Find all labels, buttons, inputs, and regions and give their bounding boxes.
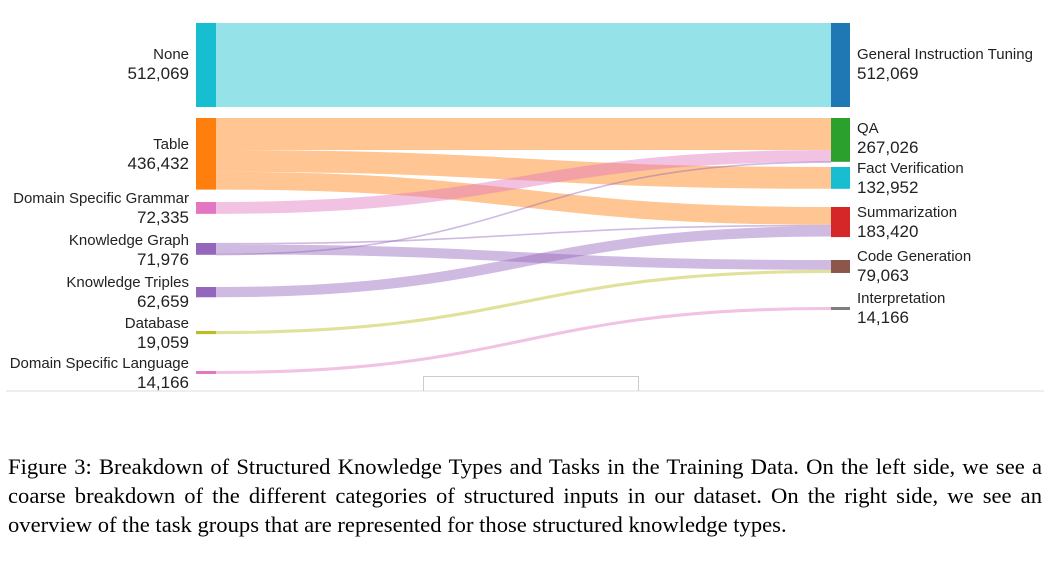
link-domain-specific-language-to-interpretation: [215, 307, 832, 374]
target-label-code-generation: Code Generation: [857, 248, 971, 265]
target-label-fact-verification: Fact Verification: [857, 160, 964, 177]
source-label-database: Database: [125, 315, 189, 332]
target-node-interpretation: [831, 307, 850, 310]
figure-caption: Figure 3: Breakdown of Structured Knowle…: [8, 454, 1042, 537]
source-value-knowledge-graph: 71,976: [137, 250, 189, 269]
source-value-knowledge-triples: 62,659: [137, 292, 189, 311]
target-node-code-generation: [831, 260, 850, 273]
source-label-domain-specific-grammar: Domain Specific Grammar: [13, 190, 189, 207]
target-node-general-instruction-tuning: [831, 23, 850, 107]
source-node-database: [196, 331, 216, 335]
link-knowledge-graph-to-qa: [215, 161, 832, 256]
target-node-summarization: [831, 207, 850, 238]
target-value-summarization: 183,420: [857, 222, 918, 241]
source-label-knowledge-triples: Knowledge Triples: [66, 274, 189, 291]
source-node-none: [196, 23, 216, 107]
target-node-qa: [831, 118, 850, 162]
source-label-knowledge-graph: Knowledge Graph: [69, 232, 189, 249]
sankey-links: [215, 22, 832, 374]
source-node-domain-specific-grammar: [196, 202, 216, 214]
source-label-domain-specific-language: Domain Specific Language: [10, 355, 189, 372]
link-knowledge-graph-to-code-generation: [215, 244, 832, 270]
target-node-fact-verification: [831, 167, 850, 189]
target-value-general-instruction-tuning: 512,069: [857, 64, 918, 83]
link-knowledge-graph-to-summarization: [215, 224, 832, 245]
source-node-table: [196, 118, 216, 190]
link-knowledge-triples-to-summarization: [215, 226, 832, 298]
source-value-domain-specific-language: 14,166: [137, 373, 189, 392]
link-table-to-summarization: [215, 171, 832, 225]
source-node-knowledge-graph: [196, 243, 216, 255]
target-value-code-generation: 79,063: [857, 266, 909, 285]
source-node-knowledge-triples: [196, 287, 216, 298]
link-database-to-code-generation: [215, 269, 832, 335]
source-label-none: None: [153, 46, 189, 63]
link-domain-specific-grammar-to-qa: [215, 149, 832, 214]
link-table-to-fact-verification: [215, 149, 832, 189]
target-label-interpretation: Interpretation: [857, 290, 945, 307]
target-value-qa: 267,026: [857, 138, 918, 157]
source-value-database: 19,059: [137, 333, 189, 352]
sankey-nodes: [196, 23, 850, 374]
source-value-domain-specific-grammar: 72,335: [137, 208, 189, 227]
source-node-domain-specific-language: [196, 371, 216, 374]
source-value-table: 436,432: [128, 154, 189, 173]
target-value-interpretation: 14,166: [857, 308, 909, 327]
target-label-general-instruction-tuning: General Instruction Tuning: [857, 46, 1033, 63]
source-value-none: 512,069: [128, 64, 189, 83]
target-label-summarization: Summarization: [857, 204, 957, 221]
target-label-qa: QA: [857, 120, 879, 137]
target-value-fact-verification: 132,952: [857, 178, 918, 197]
source-label-table: Table: [153, 136, 189, 153]
chart-bracket: [423, 376, 639, 391]
